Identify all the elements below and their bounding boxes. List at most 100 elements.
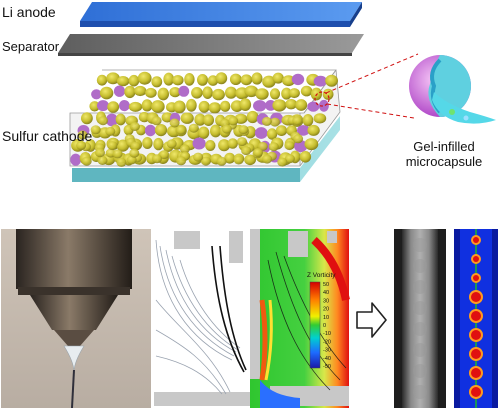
sulfur-particle <box>253 148 263 157</box>
sulfur-particle <box>151 100 165 113</box>
sulfur-particle <box>202 86 213 99</box>
sulfur-particle <box>129 122 140 131</box>
sulfur-particle <box>241 146 252 156</box>
streamline-panel <box>152 229 250 408</box>
droplet-core <box>471 292 481 302</box>
sulfur-particle <box>293 134 304 144</box>
colorbar-title: Z Vorticity <box>307 272 336 279</box>
droplet-core <box>471 311 481 321</box>
sulfur-particle <box>275 125 288 136</box>
sulfur-particle <box>227 138 238 149</box>
sulfur-particle <box>244 154 256 166</box>
sulfur-particle <box>253 100 267 112</box>
sulfur-particle <box>134 85 147 97</box>
microcapsule-label-line2: microcapsule <box>405 154 483 169</box>
sulfur-particle <box>239 98 252 111</box>
sulfur-particle <box>254 127 268 139</box>
capsule-tube-photo <box>394 229 446 408</box>
sulfur-particle <box>281 87 292 100</box>
droplet-simulation-panel <box>454 229 498 408</box>
sulfur-particle <box>178 85 190 97</box>
sulfur-particle <box>77 130 88 140</box>
sulfur-particle <box>172 75 184 86</box>
sulfur-particles <box>70 71 338 167</box>
droplet-core <box>473 275 479 281</box>
sulfur-particle <box>107 141 118 151</box>
sulfur-particle <box>272 99 287 112</box>
sulfur-particle <box>322 88 334 100</box>
sulfur-particle <box>313 75 328 87</box>
sulfur-particle <box>169 118 180 128</box>
colorbar-tick-label: 30 <box>323 298 329 304</box>
anode-layer <box>80 2 362 27</box>
colorbar-tick-label: -20 <box>323 339 331 345</box>
sulfur-particle <box>157 87 169 101</box>
sulfur-particle <box>210 124 222 138</box>
sulfur-particle <box>179 144 190 154</box>
sulfur-particle <box>99 86 114 100</box>
colorbar-tick-label: -50 <box>323 364 331 370</box>
sulfur-particle <box>119 100 130 112</box>
sulfur-particle <box>115 113 126 126</box>
tube-capsule <box>413 259 427 273</box>
sulfur-particle <box>169 87 181 98</box>
colorbar-tick-label: -30 <box>323 348 331 354</box>
sulfur-particle <box>216 156 227 166</box>
sulfur-particle <box>261 116 272 126</box>
sulfur-particle <box>203 114 214 126</box>
sulfur-particle <box>176 156 187 166</box>
sulfur-particle <box>215 72 228 85</box>
sulfur-particle <box>184 73 195 86</box>
sulfur-particle <box>141 99 153 112</box>
sulfur-particle <box>153 137 164 151</box>
colorbar-tick-label: -40 <box>323 356 331 362</box>
sulfur-particle <box>173 100 186 114</box>
colorbar <box>309 281 321 369</box>
sulfur-particle <box>128 74 140 87</box>
sulfur-particle <box>304 138 319 151</box>
sulfur-particle <box>129 148 140 158</box>
vorticity-panel: Z Vorticity 50 40 30 20 10 0 -10 -20 -30 -40 -50 <box>250 229 350 408</box>
sulfur-particle <box>107 101 120 113</box>
tube-capsule <box>413 301 427 315</box>
sulfur-particle <box>292 116 303 126</box>
colorbar-tick-label: -10 <box>323 331 331 337</box>
sulfur-particle <box>81 156 92 166</box>
droplet-core <box>471 330 481 340</box>
sulfur-particle <box>188 123 199 133</box>
sulfur-particle <box>144 124 156 137</box>
tube-capsule <box>413 385 427 399</box>
sulfur-particle <box>313 113 327 124</box>
sulfur-particle <box>193 152 204 162</box>
droplet-core <box>471 368 481 378</box>
droplet-core <box>473 256 479 262</box>
sulfur-particle <box>237 137 247 147</box>
sulfur-particle <box>251 72 263 85</box>
sulfur-particle <box>302 114 314 127</box>
sulfur-particle <box>116 157 127 167</box>
sulfur-particle <box>91 89 102 100</box>
tube-capsule <box>413 322 427 336</box>
sulfur-particle <box>220 100 231 112</box>
sulfur-particle <box>300 85 313 97</box>
sulfur-particle <box>272 72 284 84</box>
colorbar-tick-label: 50 <box>323 282 329 288</box>
sulfur-particle <box>95 148 105 158</box>
sulfur-particle <box>262 75 276 88</box>
sulfur-particle <box>105 113 118 127</box>
cathode-label: Sulfur cathode <box>2 128 93 144</box>
sulfur-particle <box>191 87 203 99</box>
sulfur-particle <box>307 101 320 112</box>
cathode-layer <box>69 69 341 182</box>
sulfur-particle <box>228 116 239 126</box>
sulfur-particle <box>97 100 109 112</box>
sulfur-particle <box>97 156 108 165</box>
sulfur-particle <box>269 88 281 100</box>
sulfur-particle <box>299 151 312 163</box>
sulfur-particle <box>255 88 269 100</box>
colorbar-ticks: 50 40 30 20 10 0 -10 -20 -30 -40 -50 <box>323 282 331 370</box>
sulfur-particle <box>198 100 210 113</box>
sulfur-particle <box>194 113 206 126</box>
sulfur-particle <box>284 141 295 151</box>
sulfur-particle <box>192 137 206 150</box>
